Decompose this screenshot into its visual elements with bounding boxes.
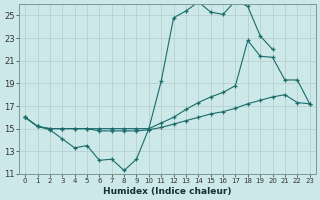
X-axis label: Humidex (Indice chaleur): Humidex (Indice chaleur) xyxy=(103,187,232,196)
